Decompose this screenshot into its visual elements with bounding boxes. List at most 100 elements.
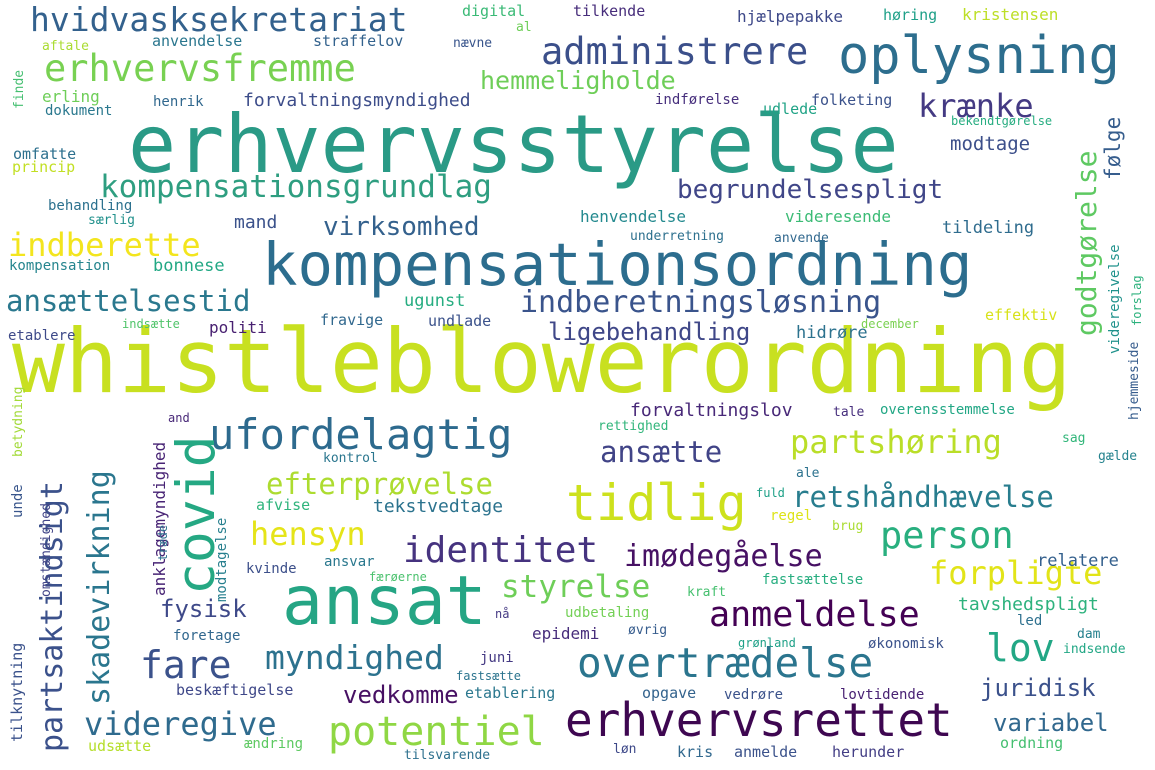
word: udsætte xyxy=(88,737,152,755)
word: hjælpepakke xyxy=(737,7,843,26)
word: sag xyxy=(1062,431,1086,446)
word: and xyxy=(168,411,190,425)
word: kompensationsgrundlag xyxy=(100,169,492,205)
word: indførelse xyxy=(655,92,740,108)
word: træde xyxy=(156,524,170,561)
word: styrelse xyxy=(501,569,651,605)
word: rettighed xyxy=(598,419,669,434)
word: al xyxy=(516,20,532,35)
word: indberette xyxy=(8,226,201,264)
word: unde xyxy=(10,484,26,518)
word: videresende xyxy=(785,207,891,226)
word: tilknytning xyxy=(8,642,26,742)
word: tildeling xyxy=(942,218,1035,238)
word: omstændighed xyxy=(39,503,54,597)
word: led xyxy=(1017,613,1043,629)
word: fastsætte xyxy=(456,669,522,683)
word: kontrol xyxy=(323,451,378,466)
word: bekendtgørelse xyxy=(951,114,1053,128)
word: særlig xyxy=(88,213,135,228)
word: hidrøre xyxy=(796,323,868,343)
word: tale xyxy=(833,405,865,420)
word: aftale xyxy=(42,39,89,54)
word: person xyxy=(880,514,1014,557)
word: tekstvedtage xyxy=(373,496,504,517)
word: lovtidende xyxy=(840,687,925,703)
word: kompensationsordning xyxy=(262,230,973,299)
word: beskæftigelse xyxy=(176,681,294,699)
word: øvrig xyxy=(628,623,668,638)
word: opgave xyxy=(642,684,697,702)
word: virksomhed xyxy=(323,212,480,242)
word: fastsættelse xyxy=(762,572,864,588)
word: kraft xyxy=(687,585,727,600)
word: princip xyxy=(12,158,76,176)
word: kvinde xyxy=(246,561,297,577)
word: regel xyxy=(770,508,813,524)
word: erhvervsrettet xyxy=(565,693,953,747)
word: erhvervsstyrelse xyxy=(128,98,899,191)
word: videregive xyxy=(84,705,277,743)
word: oplysning xyxy=(838,26,1120,86)
word: kris xyxy=(677,743,714,761)
word: kristensen xyxy=(962,5,1059,24)
word: folketing xyxy=(811,91,893,109)
word: høring xyxy=(883,6,938,24)
word: ufordelagtig xyxy=(209,410,513,459)
word: brug xyxy=(832,519,864,534)
word: undlade xyxy=(428,312,492,330)
word: følge xyxy=(1101,116,1125,180)
word: ordning xyxy=(1000,734,1064,752)
word: hvidvasksekretariat xyxy=(30,0,408,39)
word: forpligte xyxy=(929,554,1103,592)
word: ale xyxy=(796,466,820,481)
word: fysisk xyxy=(160,595,247,623)
word: henrik xyxy=(153,94,204,110)
word: herunder xyxy=(832,743,905,761)
word: ansætte xyxy=(600,435,723,469)
word: indberetningsløsning xyxy=(520,285,882,320)
word: digital xyxy=(462,2,526,20)
word: dam xyxy=(1077,627,1101,642)
word: indsende xyxy=(1063,642,1126,657)
word: erling xyxy=(42,87,100,106)
word: grønland xyxy=(738,636,796,650)
word: anvende xyxy=(774,231,829,246)
word: whistleblowerordning xyxy=(12,310,1072,413)
word: etablere xyxy=(8,328,76,344)
word: anmeldelse xyxy=(709,595,920,635)
word: fare xyxy=(140,643,232,687)
word: overensstemmelse xyxy=(880,402,1015,418)
word: epidemi xyxy=(532,624,600,643)
word: forslag xyxy=(1130,275,1144,326)
word: forvaltningsmyndighed xyxy=(243,90,471,111)
word: skadevirkning xyxy=(82,470,117,705)
word: behandling xyxy=(48,198,133,214)
word: løn xyxy=(613,742,637,757)
word: forvaltningslov xyxy=(630,400,793,421)
word: foretage xyxy=(173,628,241,644)
word: betydning xyxy=(11,386,26,457)
word: underretning xyxy=(630,229,724,244)
word: færøerne xyxy=(369,570,427,584)
word: tavshedspligt xyxy=(958,594,1099,615)
word: variabel xyxy=(993,709,1109,737)
word: modtage xyxy=(950,133,1031,155)
word: hjemmeside xyxy=(1127,341,1142,420)
word: potentiel xyxy=(328,709,545,755)
word: godtgørelse xyxy=(1070,150,1103,336)
word: økonomisk xyxy=(868,636,944,652)
word: ligebehandling xyxy=(548,318,751,346)
word: myndighed xyxy=(265,638,444,677)
word: lov xyxy=(986,626,1055,670)
word: nævne xyxy=(453,36,493,51)
word: hemmeligholde xyxy=(480,66,676,95)
word: december xyxy=(861,317,919,331)
word: indsætte xyxy=(122,317,180,331)
word: tidlig xyxy=(566,474,747,532)
word: nå xyxy=(495,607,510,621)
word: modtagelse xyxy=(214,517,230,602)
word: etablering xyxy=(465,684,556,702)
word: ugunst xyxy=(404,291,466,311)
word: krænke xyxy=(918,87,1034,125)
